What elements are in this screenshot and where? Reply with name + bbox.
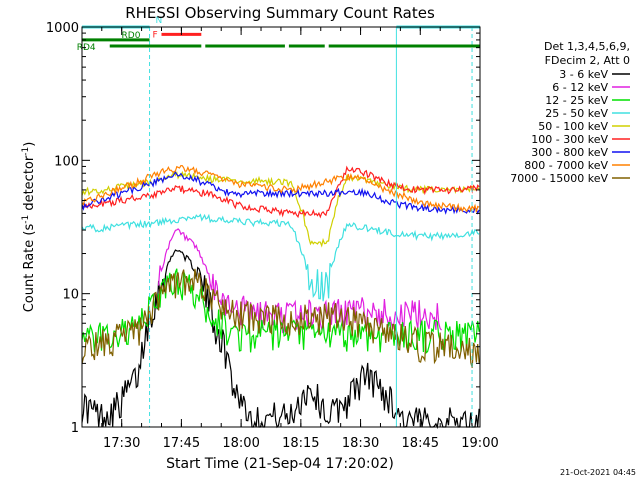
y-tick-label: 10 (62, 288, 79, 303)
footer-date: 21-Oct-2021 04:45 (560, 468, 636, 477)
legend-label-3: 12 - 25 keV (545, 94, 608, 107)
series-line-8 (81, 164, 480, 213)
x-tick-label: 18:45 (402, 436, 439, 451)
x-tick-label: 18:30 (342, 436, 379, 451)
x-tick-label: 17:30 (103, 436, 140, 451)
series-line-7 (81, 171, 480, 215)
legend-label-1: 3 - 6 keV (559, 68, 608, 81)
series-line-1 (81, 249, 480, 430)
legend-label-9: 7000 - 15000 keV (510, 172, 608, 185)
legend-label-6: 100 - 300 keV (531, 133, 608, 146)
legend-header-line-1: Det 1,3,4,5,6,9, (544, 40, 630, 53)
y-tick-label: 100 (54, 154, 79, 169)
plot-area: NF RD0 RD4 1 10 100 1000 17:30 17:45 18:00 18:15 18… (46, 16, 499, 451)
plot-frame (81, 26, 481, 428)
legend-label-2: 6 - 12 keV (552, 81, 608, 94)
series-line-9 (81, 268, 480, 368)
x-axis-label: Start Time (21-Sep-04 17:20:02) (166, 456, 394, 472)
y-tick-label: 1000 (46, 21, 79, 36)
series-line-2 (158, 228, 442, 334)
y-tick-label: 1 (71, 421, 79, 436)
legend-label-7: 300 - 800 keV (531, 146, 608, 159)
x-tick-label: 17:45 (163, 436, 200, 451)
legend-label-8: 800 - 7000 keV (524, 159, 608, 172)
y-axis-label: Count Rate (s-1 detector-1) (21, 142, 37, 313)
series-line-4 (81, 213, 480, 302)
x-tick-label: 18:00 (222, 436, 259, 451)
legend-header-line-2: FDecim 2, Att 0 (545, 54, 630, 67)
flag-label-rd0: RD0 (122, 31, 141, 41)
x-tick-label: 19:00 (461, 436, 498, 451)
series-line-6 (81, 165, 480, 219)
x-tick-label: 18:15 (282, 436, 319, 451)
flag-label-rd4: RD4 (77, 43, 96, 53)
legend-label-5: 50 - 100 keV (538, 120, 608, 133)
flag-label-n: N (156, 16, 163, 26)
legend-label-4: 25 - 50 keV (545, 107, 608, 120)
flag-label-f: F (152, 30, 157, 40)
chart-title: RHESSI Observing Summary Count Rates (125, 4, 435, 22)
